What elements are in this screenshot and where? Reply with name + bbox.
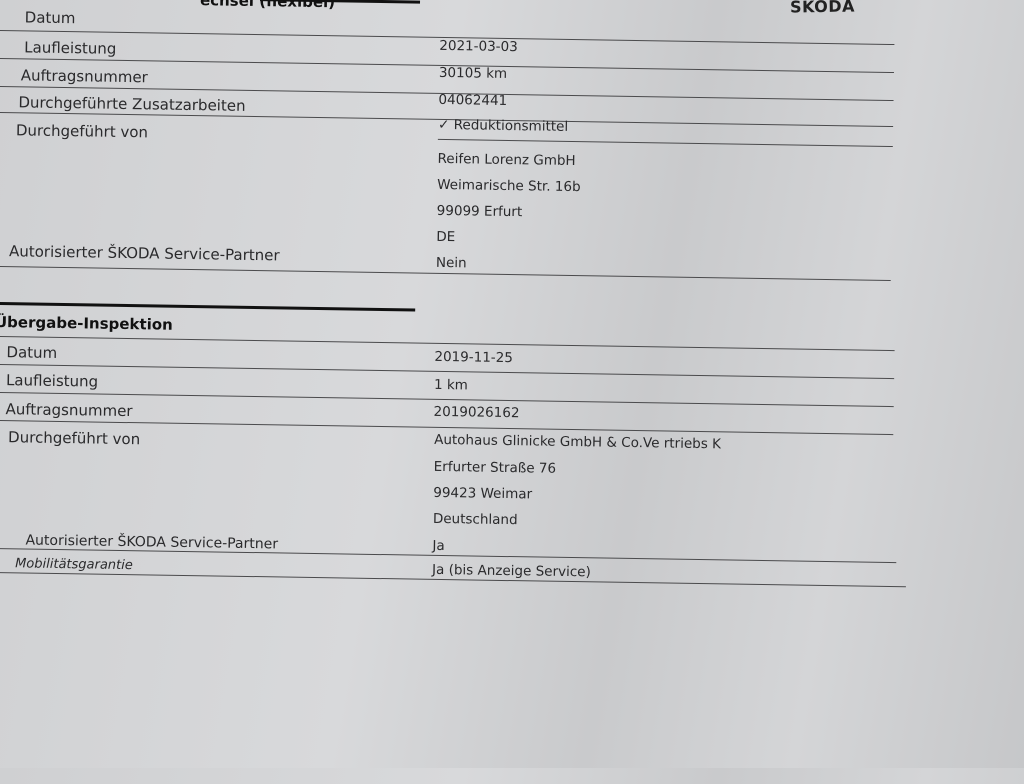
address-line: 99423 Weimar <box>433 484 533 503</box>
value: 2019026162 <box>433 403 520 422</box>
check-icon: ✓ <box>437 116 450 134</box>
address-line: Reifen Lorenz GmbH <box>437 150 576 170</box>
label: Datum <box>24 8 76 28</box>
label: Autorisierter ŠKODA Service-Partner <box>8 242 280 265</box>
label: Mobilitätsgarantie <box>15 556 133 574</box>
value: Ja <box>432 537 445 555</box>
label: Laufleistung <box>24 38 117 58</box>
label: Durchgeführt von <box>7 428 141 449</box>
value: Autohaus Glinicke GmbH & Co.Ve rtriebs K <box>434 431 722 453</box>
address-line: Weimarische Str. 16b <box>437 176 581 196</box>
value: 04062441 <box>438 91 508 109</box>
label: Durchgeführt von <box>15 121 149 142</box>
value: 2021-03-03 <box>439 37 518 56</box>
address-line: DE <box>436 228 456 246</box>
label: Laufleistung <box>5 371 99 391</box>
address-line: 99099 Erfurt <box>436 202 523 221</box>
value: Reduktionsmittel <box>453 117 569 135</box>
divider <box>437 138 893 148</box>
value: 30105 km <box>438 64 508 82</box>
label: Datum <box>6 343 58 362</box>
address-line: Deutschland <box>432 510 518 529</box>
section2-title: Übergabe-Inspektion <box>0 312 173 334</box>
address-line: Erfurter Straße 76 <box>433 458 557 477</box>
value: Nein <box>435 254 467 272</box>
value: 2019-11-25 <box>434 348 514 367</box>
value: 1 km <box>433 376 468 394</box>
section-bar <box>0 301 416 312</box>
label: Durchgeführte Zusatzarbeiten <box>18 93 246 115</box>
label: Auftragsnummer <box>5 400 133 421</box>
label: Auftragsnummer <box>20 66 148 87</box>
section1-title: echsel (flexibel) <box>199 0 336 12</box>
skoda-logo: ŠKODA <box>789 0 856 17</box>
divider <box>0 547 897 564</box>
value: Ja (bis Anzeige Service) <box>431 561 591 581</box>
